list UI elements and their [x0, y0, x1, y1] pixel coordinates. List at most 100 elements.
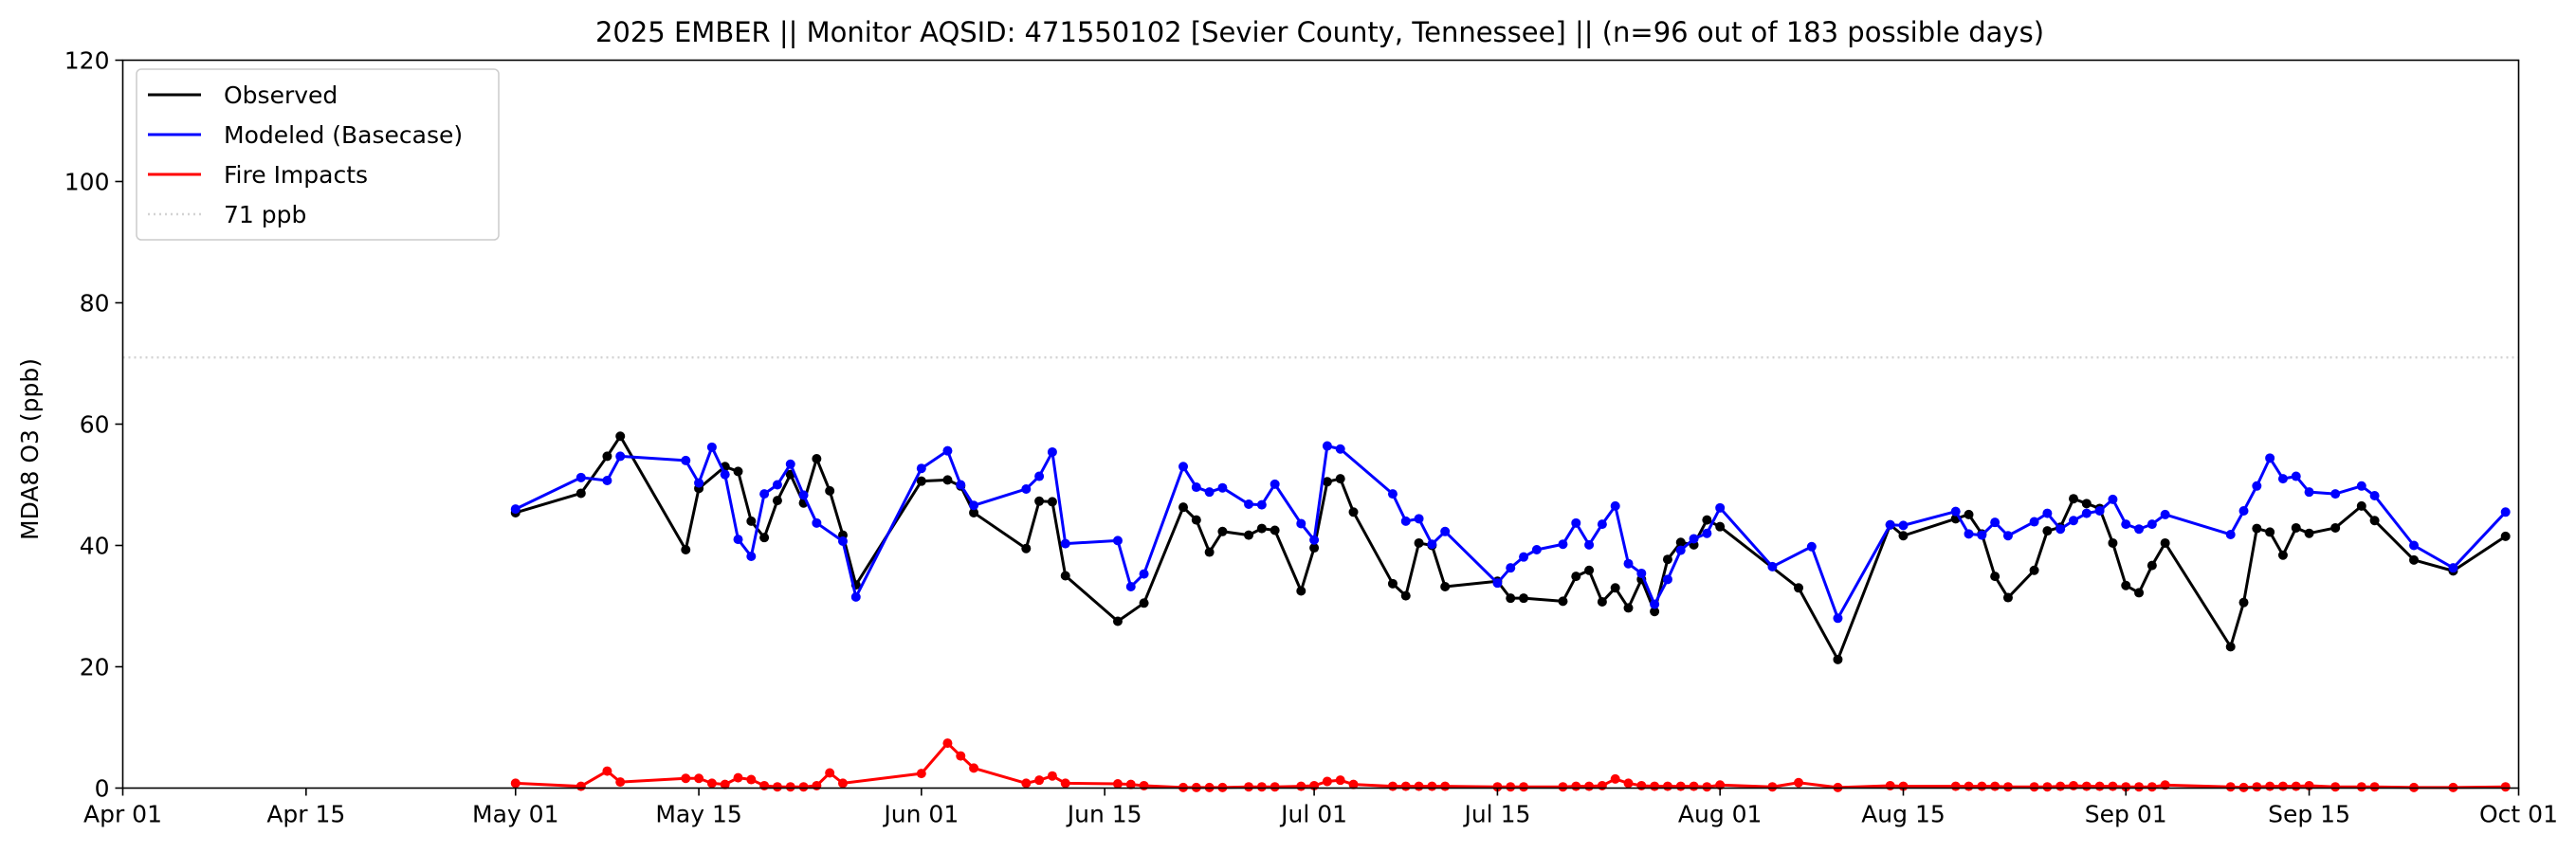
data-point — [812, 517, 822, 528]
data-point — [602, 451, 612, 462]
data-point — [2108, 537, 2118, 548]
data-point — [1427, 781, 1437, 791]
data-point — [1519, 552, 1529, 562]
data-point — [1950, 506, 1961, 517]
data-point — [2042, 508, 2053, 518]
data-point — [1558, 782, 1568, 792]
data-point — [1597, 780, 1607, 790]
data-point — [1139, 780, 1149, 790]
data-point — [1990, 781, 2001, 791]
data-point — [1702, 515, 1712, 525]
data-point — [2409, 540, 2420, 551]
data-point — [1662, 574, 1672, 585]
data-point — [1833, 654, 1843, 664]
data-point — [2356, 500, 2366, 511]
data-point — [2160, 537, 2170, 548]
data-point — [2042, 782, 2053, 792]
data-point — [2330, 489, 2341, 499]
data-point — [1584, 565, 1595, 575]
data-point — [1610, 773, 1620, 784]
data-point — [2265, 453, 2275, 463]
data-point — [706, 442, 717, 452]
data-point — [2069, 516, 2078, 526]
data-point — [759, 489, 770, 499]
y-tick-label: 20 — [80, 654, 110, 681]
data-point — [916, 463, 926, 474]
data-point — [1977, 781, 1987, 791]
data-point — [1244, 782, 1254, 792]
data-point — [785, 459, 795, 469]
data-point — [1689, 781, 1699, 791]
data-point — [1702, 528, 1712, 538]
data-point — [1675, 781, 1686, 791]
data-point — [2029, 565, 2039, 575]
data-point — [969, 763, 979, 773]
data-point — [2304, 528, 2314, 538]
data-point — [2121, 782, 2131, 792]
data-point — [720, 779, 730, 789]
data-point — [1662, 554, 1672, 565]
data-point — [2330, 782, 2341, 792]
data-point — [1125, 582, 1136, 592]
data-point — [2277, 781, 2288, 791]
data-point — [602, 766, 612, 776]
data-point — [2225, 642, 2236, 652]
data-point — [694, 773, 704, 784]
data-point — [2291, 522, 2301, 533]
data-point — [1950, 781, 1961, 791]
data-point — [2238, 506, 2249, 517]
data-point — [1558, 596, 1568, 607]
data-point — [1244, 530, 1254, 540]
legend-label: Fire Impacts — [224, 161, 368, 189]
data-point — [969, 507, 979, 517]
series-line — [515, 741, 2506, 789]
data-point — [825, 768, 835, 778]
data-point — [2277, 474, 2288, 484]
data-point — [2369, 782, 2380, 792]
data-point — [1597, 597, 1607, 608]
data-point — [1270, 525, 1280, 535]
data-point — [2265, 527, 2275, 537]
data-point — [575, 781, 586, 791]
data-point — [2500, 507, 2511, 517]
data-point — [2265, 781, 2275, 791]
data-point — [746, 774, 757, 785]
data-point — [2134, 782, 2145, 792]
data-point — [1610, 500, 1620, 511]
data-point — [1047, 771, 1057, 781]
x-tick-label: May 15 — [655, 801, 741, 828]
data-point — [1571, 517, 1581, 528]
data-point — [1178, 502, 1189, 513]
data-point — [1584, 781, 1595, 791]
data-point — [1885, 780, 1895, 790]
data-point — [812, 780, 822, 790]
data-point — [1322, 776, 1332, 787]
data-point — [1715, 521, 1726, 532]
series-line — [515, 434, 2507, 662]
data-point — [850, 591, 861, 602]
data-point — [1427, 539, 1437, 550]
data-point — [798, 490, 809, 500]
data-point — [1584, 539, 1595, 550]
data-point — [1675, 537, 1686, 548]
data-point — [1623, 778, 1634, 789]
data-point — [575, 488, 586, 499]
data-point — [1309, 535, 1320, 545]
data-point — [2369, 516, 2380, 526]
data-point — [1898, 531, 1909, 541]
y-axis-label: MDA8 O3 (ppb) — [16, 358, 44, 540]
data-point — [798, 782, 809, 792]
data-point — [969, 500, 979, 511]
data-point — [1112, 779, 1123, 789]
data-point — [1885, 519, 1895, 530]
data-point — [2147, 519, 2157, 530]
data-point — [510, 504, 521, 515]
x-tick-label: Oct 01 — [2479, 801, 2558, 828]
data-point — [746, 552, 757, 562]
data-point — [1021, 483, 1032, 494]
data-point — [1623, 603, 1634, 613]
data-point — [1506, 782, 1516, 792]
data-point — [2081, 499, 2092, 509]
data-point — [1060, 571, 1070, 581]
